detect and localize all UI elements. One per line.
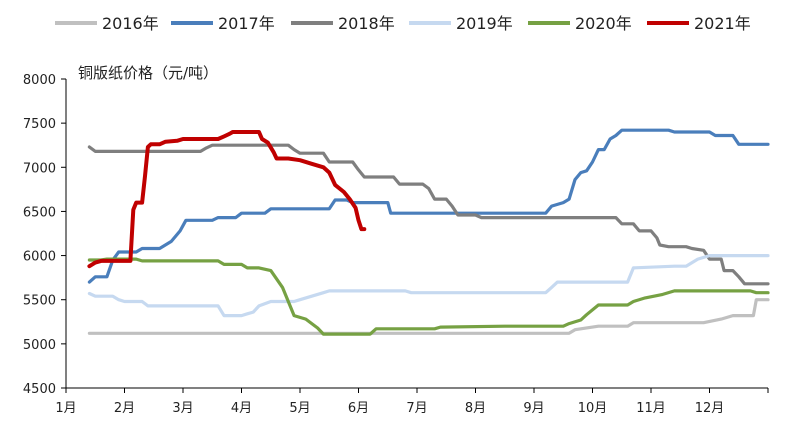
series-line-2017年 [87, 128, 770, 284]
y-axis: 4500 5000 5500 6000 6500 7000 7500 8000 [23, 73, 67, 397]
x-tick-label: 1月 [55, 401, 76, 416]
legend-label: 2020年 [575, 14, 632, 33]
x-tick-label: 5月 [289, 401, 310, 416]
x-tick-label: 7月 [406, 401, 427, 416]
y-tick-label: 5500 [23, 294, 56, 309]
legend-label: 2021年 [694, 14, 751, 33]
legend-label: 2018年 [338, 14, 395, 33]
series-line-2016年 [87, 298, 770, 335]
legend-label: 2016年 [102, 14, 159, 33]
x-tick-label: 10月 [578, 401, 608, 416]
x-tick-label: 4月 [231, 401, 252, 416]
x-axis: 1月 2月 3月 4月 5月 6月 7月 8月 9月 10月 11月 12月 [55, 387, 769, 416]
series-line-2019年 [87, 254, 770, 318]
y-tick-label: 6000 [23, 250, 56, 265]
legend-label: 2017年 [218, 14, 275, 33]
x-tick-label: 11月 [636, 401, 666, 416]
y-axis-label: 铜版纸价格（元/吨） [78, 64, 218, 82]
y-tick-label: 7500 [23, 117, 56, 132]
legend-label: 2019年 [456, 14, 513, 33]
x-tick-label: 3月 [172, 401, 193, 416]
y-tick-label: 5000 [23, 338, 56, 353]
y-tick-label: 4500 [23, 382, 56, 397]
x-tick-label: 8月 [465, 401, 486, 416]
legend: 2016年 2017年 2018年 2019年 2020年 2021年 [55, 14, 751, 33]
series-line-2021年 [87, 130, 367, 269]
y-tick-label: 7000 [23, 161, 56, 176]
x-tick-label: 6月 [348, 401, 369, 416]
x-tick-label: 9月 [523, 401, 544, 416]
series-line-2020年 [87, 257, 770, 336]
y-tick-label: 8000 [23, 73, 56, 88]
series-layer [87, 128, 770, 336]
x-tick-label: 2月 [114, 401, 135, 416]
y-tick-label: 6500 [23, 205, 56, 220]
x-tick-label: 12月 [695, 401, 725, 416]
series-line-2018年 [87, 143, 770, 286]
